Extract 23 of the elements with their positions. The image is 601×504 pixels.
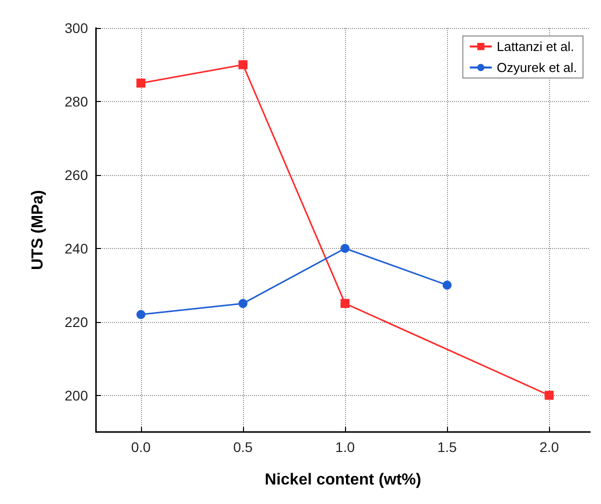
point	[442, 280, 452, 290]
x-tick-label: 0.0	[131, 439, 151, 455]
point	[238, 60, 248, 70]
y-tick-label: 260	[64, 166, 88, 183]
point	[544, 390, 554, 400]
point	[136, 310, 146, 319]
x-tick-label: 2.0	[539, 439, 560, 455]
legend-label: Lattanzi et al.	[496, 39, 574, 54]
x-axis-title: Nickel content (wt%)	[264, 472, 422, 488]
y-tick-label: 200	[64, 387, 88, 404]
point	[340, 298, 350, 308]
y-tick-label: 300	[64, 20, 88, 36]
y-axis-title: UTS (MPa)	[30, 190, 46, 270]
x-tick-label: 1.5	[437, 439, 458, 455]
point	[136, 78, 146, 88]
y-tick-label: 220	[64, 314, 88, 330]
legend-label: Ozyurek et al.	[496, 60, 578, 75]
y-tick-label: 280	[64, 93, 88, 110]
point	[340, 244, 350, 253]
x-tick-label: 1.0	[335, 439, 355, 455]
x-tick-label: 0.5	[233, 439, 253, 455]
y-tick-label: 240	[64, 240, 88, 256]
point	[238, 298, 248, 308]
